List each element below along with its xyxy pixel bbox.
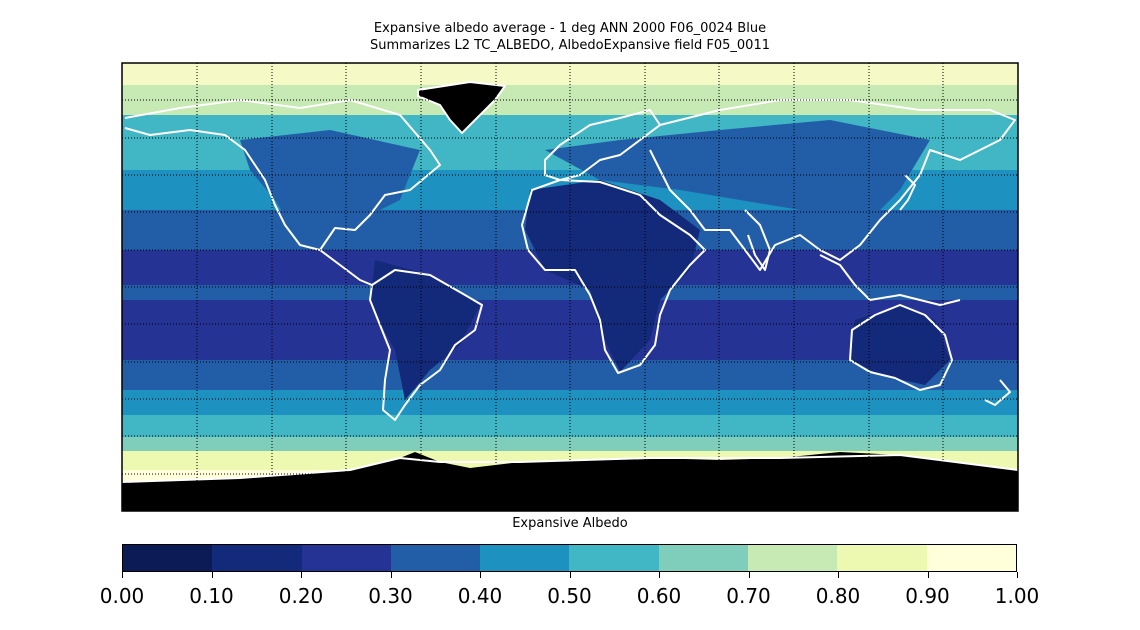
colorbar-tick-label: 0.80 [815,584,861,608]
colorbar-tick-mark [838,572,839,578]
colorbar-tick-label: 0.00 [99,584,145,608]
antarctica-missing [122,452,1018,511]
colorbar-tick-label: 0.60 [636,584,682,608]
colorbar-swatch [748,545,838,571]
colorbar-tick-mark [659,572,660,578]
colorbar-tick-mark [480,572,481,578]
colorbar-tick-mark [301,572,302,578]
colorbar-swatch [212,545,302,571]
colorbar-tick-label: 0.70 [726,584,771,608]
coast-indian-subcontinent [744,209,771,271]
colorbar-tick-mark [748,572,750,578]
colorbar-tick-mark [569,572,571,578]
colorbar-label: Expansive Albedo [512,516,628,531]
south-america-fill [370,260,480,400]
colorbar-swatch [480,545,570,571]
chart-title: Expansive albedo average - 1 deg ANN 200… [373,21,767,36]
coast-africa [521,179,706,374]
colorbar-swatch [837,545,927,571]
colorbar-swatch [390,545,481,571]
australia-fill [850,305,950,385]
coast-new-zealand [984,379,1011,406]
colorbar-tick-label: 0.50 [547,584,592,608]
colorbar-tick-mark [211,572,213,578]
band-polar-north [122,63,1018,85]
colorbar [122,544,1017,572]
colorbar-tick-mark [1017,572,1018,578]
coast-south-america [369,269,483,421]
coast-australia [849,304,953,391]
colorbar-tick-label: 0.90 [905,584,950,608]
colorbar-tick-mark [927,572,929,578]
map-frame [121,62,1019,512]
coast-antarctica [122,454,1018,483]
colorbar-swatch [926,545,1016,571]
colorbar-swatch [658,545,749,571]
greenland-missing [418,82,505,133]
colorbar-swatch [301,545,391,571]
colorbar-tick-label: 0.40 [457,584,503,608]
coast-japan [899,174,916,211]
graticule [122,63,1018,511]
colorbar-tick-label: 0.10 [189,584,234,608]
colorbar-tick-label: 0.20 [278,584,324,608]
colorbar-tick-mark [122,572,123,578]
colorbar-swatch [123,545,213,571]
africa-fill [525,180,700,372]
coast-north-america [124,99,441,251]
colorbar-swatch [569,545,659,571]
colorbar-tick-label: 0.30 [368,584,413,608]
colorbar-tick-mark [390,572,392,578]
coast-southeast-asia [819,254,961,306]
colorbar-tick-label: 1.00 [994,584,1040,608]
coast-asia [649,99,1016,271]
chart-subtitle: Summarizes L2 TC_ALBEDO, AlbedoExpansive… [370,38,770,53]
coast-central-america [319,249,373,286]
